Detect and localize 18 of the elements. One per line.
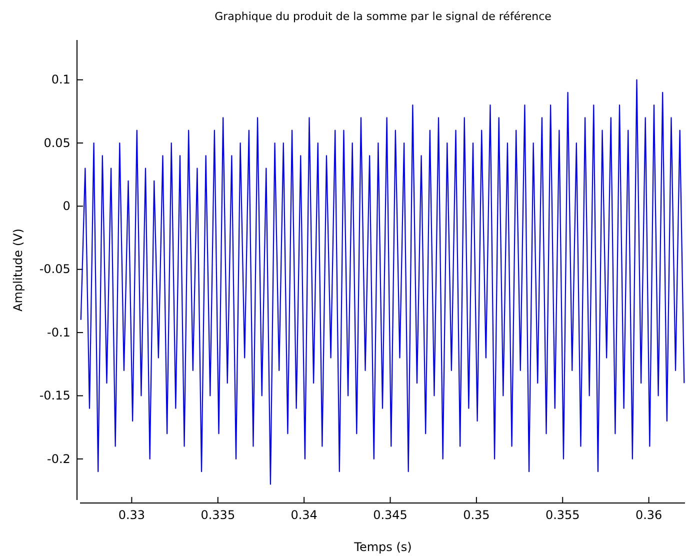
y-tick-label: -0.15 xyxy=(39,388,70,403)
y-axis-title: Amplitude (V) xyxy=(11,228,25,312)
y-tick-label: -0.05 xyxy=(39,262,70,276)
y-tick-label: -0.2 xyxy=(46,452,70,466)
x-axis-title: Temps (s) xyxy=(353,540,412,554)
chart-title: Graphique du produit de la somme par le signal de référence xyxy=(214,10,552,23)
y-tick-label: -0.1 xyxy=(46,325,70,340)
x-tick-label: 0.345 xyxy=(373,508,408,522)
y-tick-label: 0 xyxy=(62,199,70,214)
line-series xyxy=(80,79,685,485)
x-tick-label: 0.355 xyxy=(545,508,580,522)
y-tick-label: 0.05 xyxy=(44,136,70,150)
x-tick-label: 0.335 xyxy=(200,508,236,522)
x-tick-label: 0.34 xyxy=(290,508,318,522)
y-tick-label: 0.1 xyxy=(51,72,70,87)
x-tick-label: 0.33 xyxy=(118,508,146,522)
x-tick-label: 0.35 xyxy=(463,508,490,522)
x-tick-label: 0.36 xyxy=(635,508,662,522)
